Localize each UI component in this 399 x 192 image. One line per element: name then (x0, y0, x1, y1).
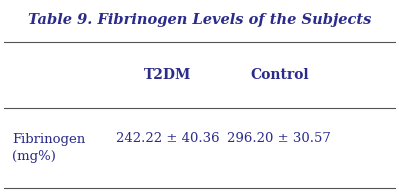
Text: 242.22 ± 40.36: 242.22 ± 40.36 (116, 132, 219, 145)
Text: Table 9. Fibrinogen Levels of the Subjects: Table 9. Fibrinogen Levels of the Subjec… (28, 13, 371, 27)
Text: Fibrinogen
(mg%): Fibrinogen (mg%) (12, 133, 85, 163)
Text: Control: Control (250, 68, 308, 82)
Text: T2DM: T2DM (144, 68, 191, 82)
Text: 296.20 ± 30.57: 296.20 ± 30.57 (227, 132, 331, 145)
